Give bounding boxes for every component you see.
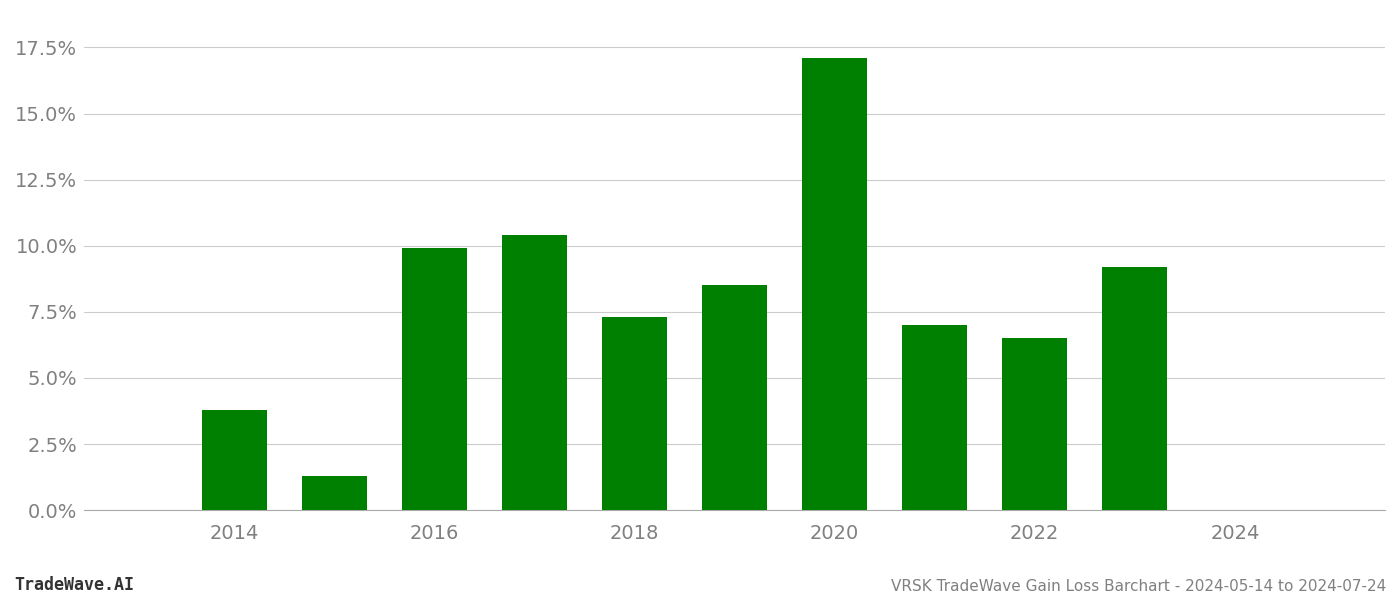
Bar <box>402 248 466 510</box>
Bar <box>501 235 567 510</box>
Bar <box>701 286 767 510</box>
Bar <box>602 317 666 510</box>
Bar <box>902 325 967 510</box>
Bar <box>802 58 867 510</box>
Bar <box>302 476 367 510</box>
Bar <box>1002 338 1067 510</box>
Text: VRSK TradeWave Gain Loss Barchart - 2024-05-14 to 2024-07-24: VRSK TradeWave Gain Loss Barchart - 2024… <box>890 579 1386 594</box>
Bar <box>1102 267 1168 510</box>
Bar <box>202 410 267 510</box>
Text: TradeWave.AI: TradeWave.AI <box>14 576 134 594</box>
